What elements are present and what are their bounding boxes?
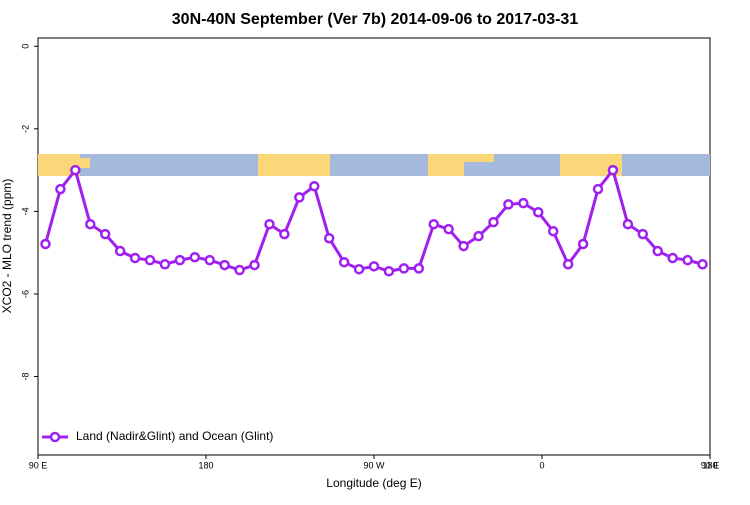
point xyxy=(488,216,499,228)
point xyxy=(592,183,604,195)
x-tick-label: 90 E xyxy=(701,460,720,470)
point xyxy=(279,228,290,240)
point xyxy=(682,254,693,266)
y-tick-label: 0 xyxy=(20,44,30,49)
point xyxy=(204,254,215,266)
chart-title: 30N-40N September (Ver 7b) 2014-09-06 to… xyxy=(172,11,579,28)
map-band xyxy=(38,154,710,176)
x-axis-label: Longitude (deg E) xyxy=(326,476,421,490)
point xyxy=(473,230,484,242)
point xyxy=(368,261,380,272)
point xyxy=(607,164,619,176)
point xyxy=(264,218,275,230)
point xyxy=(443,223,454,235)
y-axis-label: XCO2 - MLO trend (ppm) xyxy=(0,179,14,314)
point xyxy=(234,264,245,276)
series-line xyxy=(44,166,703,273)
point xyxy=(518,197,529,209)
point xyxy=(189,251,201,263)
x-tick-label: 90 E xyxy=(29,460,48,470)
point xyxy=(697,259,708,270)
plot-frame xyxy=(37,37,711,456)
x-tick-label: 180 xyxy=(198,460,213,470)
point xyxy=(99,228,111,240)
point xyxy=(144,254,156,266)
legend-marker xyxy=(49,431,61,443)
point xyxy=(562,259,574,270)
point xyxy=(667,252,678,264)
point xyxy=(219,259,230,271)
point xyxy=(533,206,544,218)
point xyxy=(652,245,663,257)
point xyxy=(249,259,260,271)
point xyxy=(85,218,96,230)
point xyxy=(309,180,320,192)
y-tick-label: -4 xyxy=(20,207,30,215)
y-tick-label: -2 xyxy=(20,125,30,133)
point xyxy=(353,263,365,275)
point xyxy=(577,238,589,250)
point xyxy=(323,232,335,244)
point xyxy=(338,256,350,268)
x-tick-label: 180 xyxy=(702,460,717,470)
point xyxy=(383,266,395,277)
y-tick-label: -6 xyxy=(20,290,30,298)
point xyxy=(547,225,559,237)
point xyxy=(637,228,649,240)
point xyxy=(458,240,469,252)
point xyxy=(159,259,171,270)
point xyxy=(70,164,81,176)
x-tick-label: 90 W xyxy=(363,460,385,470)
point xyxy=(503,199,514,210)
point xyxy=(413,263,425,274)
point xyxy=(114,245,126,257)
point xyxy=(129,252,141,264)
point xyxy=(428,218,439,230)
y-tick-label: -8 xyxy=(20,373,30,381)
point xyxy=(398,263,410,274)
x-tick-label: 0 xyxy=(539,460,544,470)
point xyxy=(294,192,305,203)
point xyxy=(622,218,634,230)
point xyxy=(40,238,51,250)
point xyxy=(174,254,186,266)
legend-label: Land (Nadir&Glint) and Ocean (Glint) xyxy=(76,429,273,443)
point xyxy=(55,183,66,195)
